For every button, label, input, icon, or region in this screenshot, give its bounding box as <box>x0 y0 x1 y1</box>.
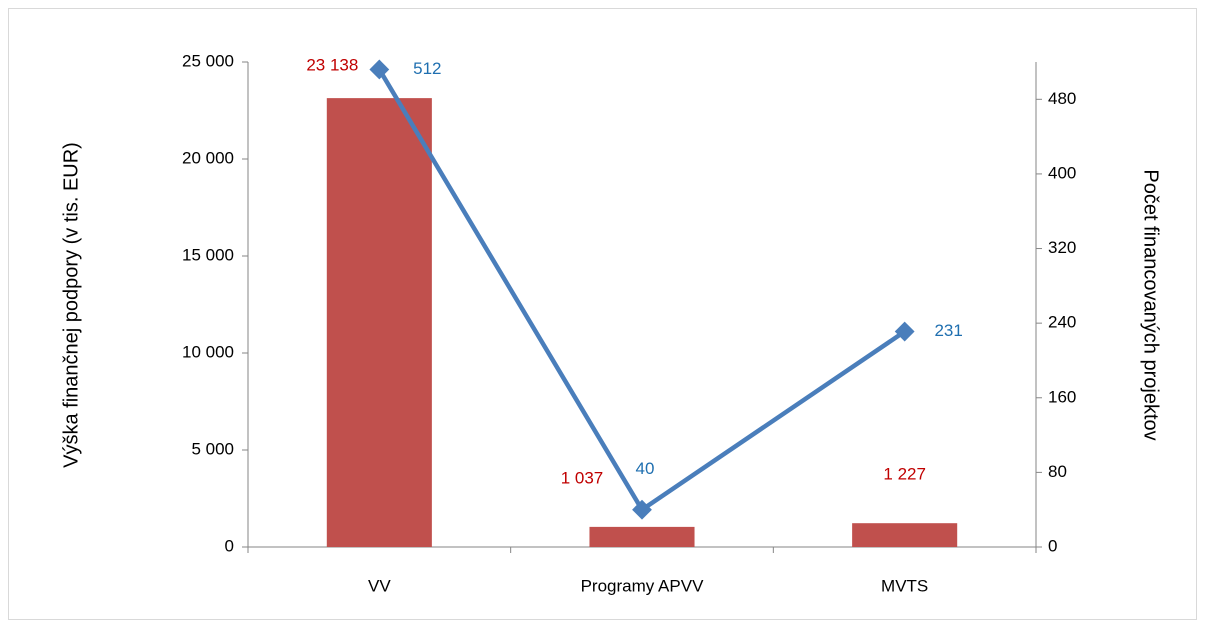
x-tick-label: Programy APVV <box>581 576 704 595</box>
y2-tick-label: 0 <box>1048 536 1057 555</box>
y-tick-label: 25 000 <box>182 51 234 70</box>
y2-tick-label: 480 <box>1048 89 1076 108</box>
y-tick-label: 15 000 <box>182 245 234 264</box>
y-axis-label: Výška finančnej podpory (v tis. EUR) <box>60 142 82 468</box>
x-tick-label: MVTS <box>881 576 928 595</box>
bar-value-label: 1 227 <box>883 465 926 484</box>
y2-axis-label: Počet financovaných projektov <box>1140 169 1162 440</box>
y2-tick-label: 240 <box>1048 313 1076 332</box>
line-marker <box>369 59 390 80</box>
y-tick-label: 10 000 <box>182 342 234 361</box>
y-tick-label: 0 <box>225 536 234 555</box>
chart-frame <box>8 8 1197 620</box>
bar <box>852 523 958 547</box>
y2-tick-label: 80 <box>1048 462 1067 481</box>
line-value-label: 231 <box>934 321 962 340</box>
line-value-label: 40 <box>636 459 655 478</box>
y-tick-label: 5 000 <box>191 439 234 458</box>
bar <box>326 98 432 547</box>
bar-value-label: 1 037 <box>561 468 604 487</box>
line-marker <box>632 499 652 520</box>
line-marker <box>894 321 915 342</box>
x-tick-label: VV <box>368 576 391 595</box>
y2-tick-label: 320 <box>1048 238 1076 257</box>
line-value-label: 512 <box>413 59 441 78</box>
y2-tick-label: 160 <box>1048 387 1076 406</box>
y-tick-label: 20 000 <box>182 148 234 167</box>
bar-value-label: 23 138 <box>306 55 358 74</box>
y2-tick-label: 400 <box>1048 163 1076 182</box>
bar <box>589 526 695 547</box>
